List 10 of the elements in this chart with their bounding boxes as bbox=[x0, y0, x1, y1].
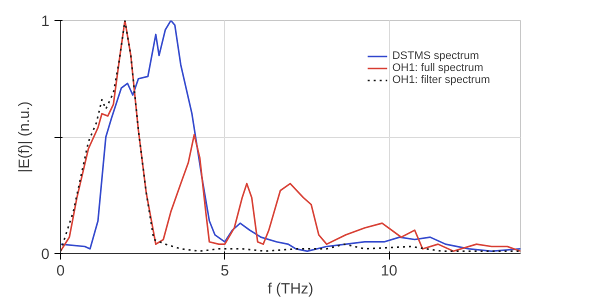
legend-label: OH1: full spectrum bbox=[392, 62, 484, 74]
x-axis-title: f (THz) bbox=[268, 280, 314, 298]
y-tick-label: 1 bbox=[41, 13, 50, 30]
y-axis-title: |E(f)| (n.u.) bbox=[16, 101, 34, 173]
x-tick-label: 0 bbox=[56, 262, 65, 280]
x-tick-label: 5 bbox=[220, 262, 229, 280]
line-series bbox=[60, 20, 520, 252]
x-tick-label: 10 bbox=[380, 262, 398, 280]
legend-label: DSTMS spectrum bbox=[392, 50, 479, 62]
legend-label: OH1: filter spectrum bbox=[392, 74, 490, 86]
